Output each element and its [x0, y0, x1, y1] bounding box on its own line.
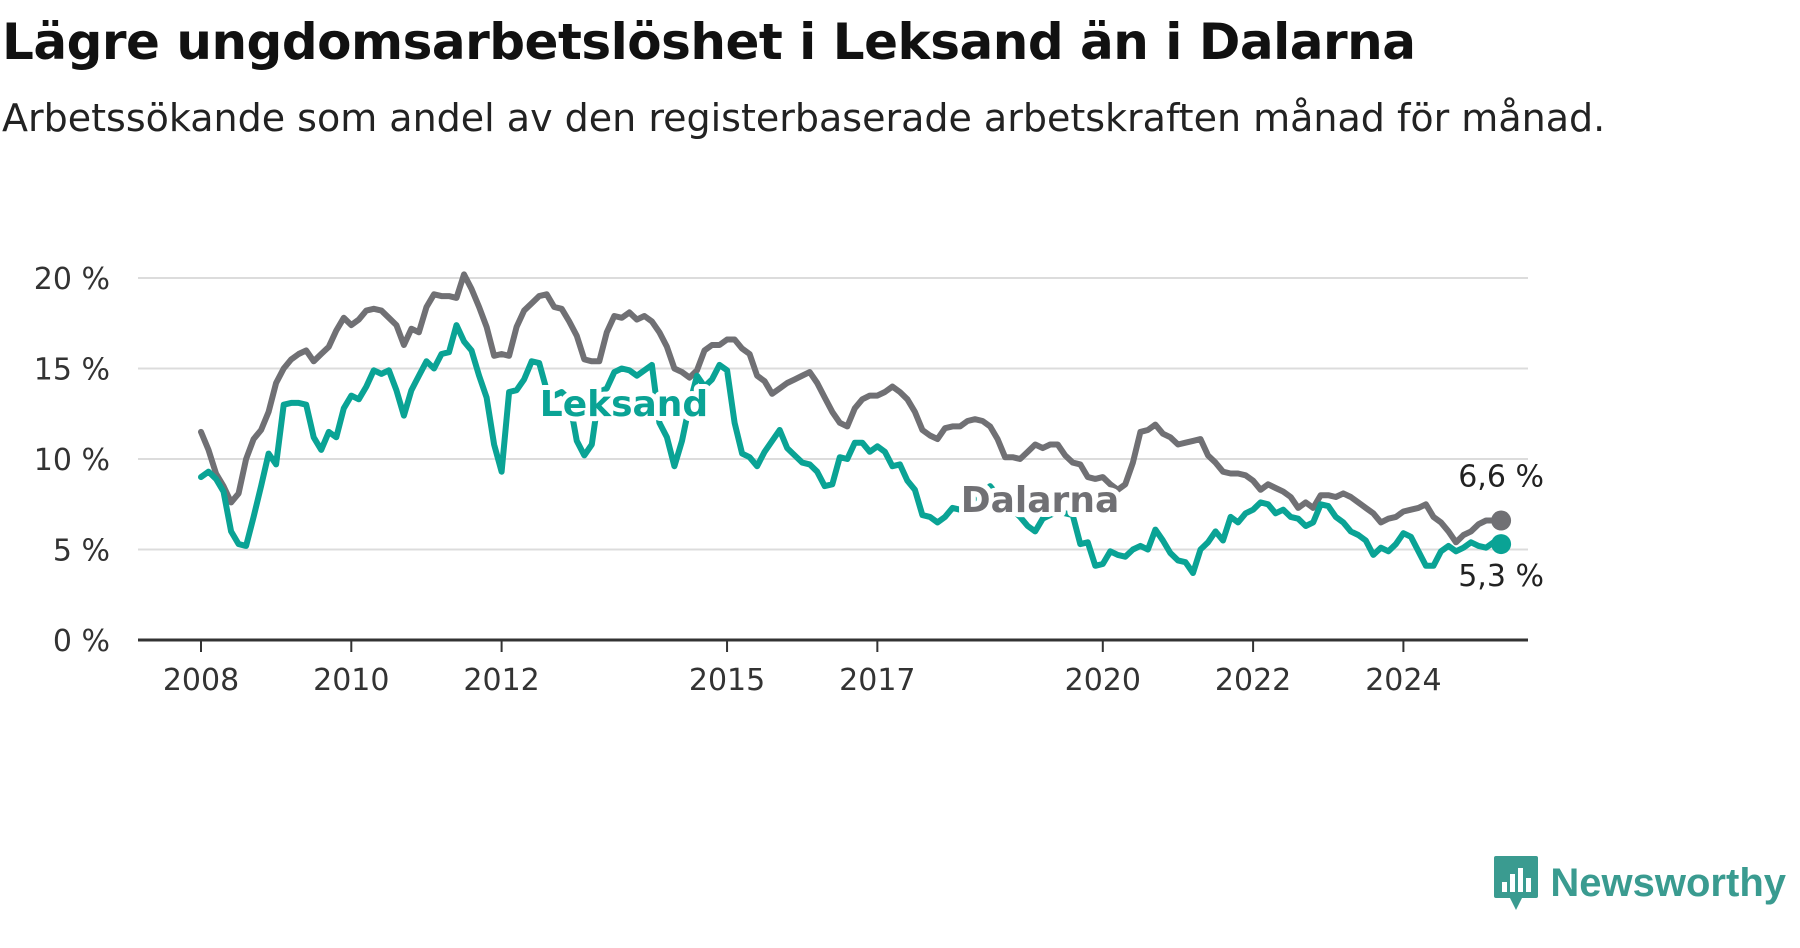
- y-tick-label: 20 %: [34, 262, 110, 297]
- x-tick-label: 2024: [1365, 663, 1441, 698]
- brand-name: Newsworthy: [1550, 860, 1786, 905]
- y-tick-label: 0 %: [53, 624, 110, 659]
- end-marker-leksand: [1491, 534, 1512, 555]
- x-tick-label: 2015: [689, 663, 765, 698]
- series-name-label-leksand: Leksand: [540, 384, 708, 425]
- newsworthy-logo-icon: [1494, 856, 1539, 910]
- x-tick-label: 2010: [313, 663, 389, 698]
- axes: 0 % 5 % 10 % 15 % 20 % 2008 2010 2012 2015 2017 20…: [34, 262, 1528, 698]
- end-marker-dalarna: [1491, 510, 1512, 531]
- series-name-label-dalarna: Dalarna: [961, 480, 1119, 521]
- chart-title: Lägre ungdomsarbetslöshet i Leksand än i…: [2, 13, 1416, 71]
- x-tick-label: 2008: [163, 663, 239, 698]
- series-line-dalarna: [198, 271, 1505, 546]
- series-lines: [198, 271, 1512, 576]
- end-value-label-leksand: 5,3 %: [1458, 559, 1544, 594]
- x-tick-label: 2020: [1065, 663, 1141, 698]
- series-labels: 6,6 % 5,3 % Dalarna Leksand: [535, 379, 1544, 594]
- x-tick-label: 2012: [463, 663, 539, 698]
- x-tick-label: 2017: [839, 663, 915, 698]
- y-tick-label: 10 %: [34, 443, 110, 478]
- x-tick-label: 2022: [1215, 663, 1291, 698]
- newsworthy-logo: Newsworthy: [1492, 854, 1786, 912]
- y-tick-label: 15 %: [34, 353, 110, 388]
- series-line-leksand: [198, 322, 1505, 576]
- end-value-label-dalarna: 6,6 %: [1458, 460, 1544, 495]
- y-tick-label: 5 %: [53, 534, 110, 569]
- gridlines: [138, 277, 1528, 551]
- chart-subtitle: Arbetssökande som andel av den registerb…: [2, 96, 1606, 140]
